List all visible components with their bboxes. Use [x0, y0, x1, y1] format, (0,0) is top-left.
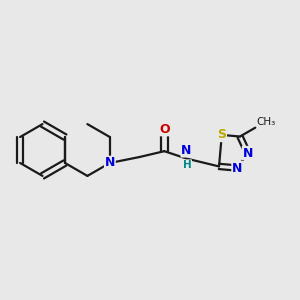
Text: H: H	[183, 160, 191, 170]
Text: N: N	[232, 161, 242, 175]
Text: N: N	[181, 144, 192, 157]
Text: O: O	[159, 123, 169, 136]
Text: S: S	[217, 128, 226, 141]
Text: N: N	[105, 157, 115, 169]
Text: CH₃: CH₃	[256, 116, 276, 127]
Text: N: N	[242, 147, 253, 160]
